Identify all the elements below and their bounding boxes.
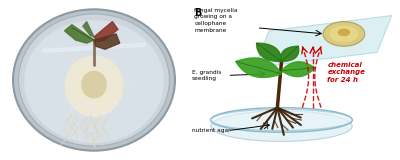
Ellipse shape — [13, 9, 175, 151]
Polygon shape — [256, 43, 282, 62]
Polygon shape — [94, 34, 120, 49]
Text: nutrient agar: nutrient agar — [192, 128, 230, 133]
Ellipse shape — [338, 28, 350, 36]
Polygon shape — [42, 43, 146, 52]
Polygon shape — [254, 16, 392, 68]
Text: A: A — [8, 8, 15, 18]
Ellipse shape — [64, 55, 124, 117]
Ellipse shape — [211, 111, 352, 141]
Ellipse shape — [81, 71, 107, 98]
Ellipse shape — [329, 25, 358, 42]
Text: B: B — [194, 8, 202, 18]
Polygon shape — [281, 46, 299, 62]
Text: E. grandis
seedling: E. grandis seedling — [192, 70, 222, 81]
Polygon shape — [83, 22, 94, 37]
Ellipse shape — [323, 22, 365, 46]
Ellipse shape — [24, 20, 164, 143]
Polygon shape — [236, 58, 282, 77]
Text: fungal mycelia
growing on a
cellophane
membrane: fungal mycelia growing on a cellophane m… — [194, 8, 238, 33]
Polygon shape — [282, 62, 315, 77]
Ellipse shape — [18, 14, 170, 146]
Polygon shape — [94, 22, 118, 42]
Ellipse shape — [211, 109, 352, 131]
Polygon shape — [64, 25, 94, 43]
Text: chemical
exchange
for 24 h: chemical exchange for 24 h — [327, 62, 365, 83]
